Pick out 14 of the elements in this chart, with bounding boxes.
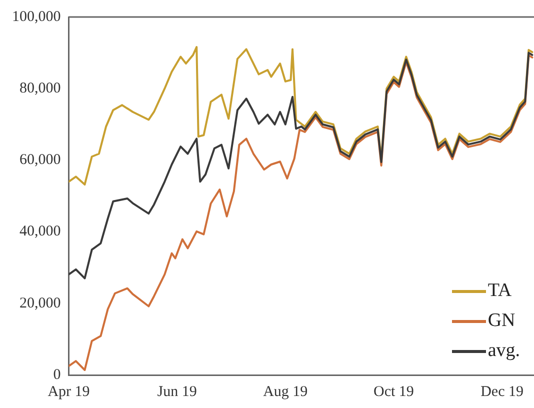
y-tick-label: 80,000 (20, 80, 61, 97)
x-tick-label: Apr 19 (48, 384, 90, 400)
y-tick-label: 0 (53, 366, 61, 383)
legend-label: TA (488, 279, 512, 303)
y-tick-label: 100,000 (12, 8, 61, 25)
legend-label: avg. (488, 339, 520, 363)
x-tick-label: Jun 19 (157, 384, 197, 400)
x-tick-label: Aug 19 (263, 384, 308, 400)
x-tick-label: Oct 19 (374, 384, 414, 400)
y-tick-label: 20,000 (20, 295, 61, 312)
y-tick-label: 40,000 (20, 224, 61, 240)
y-tick-label: 60,000 (20, 152, 61, 168)
x-tick-label: Dec 19 (480, 384, 524, 400)
legend-label: GN (488, 309, 516, 333)
